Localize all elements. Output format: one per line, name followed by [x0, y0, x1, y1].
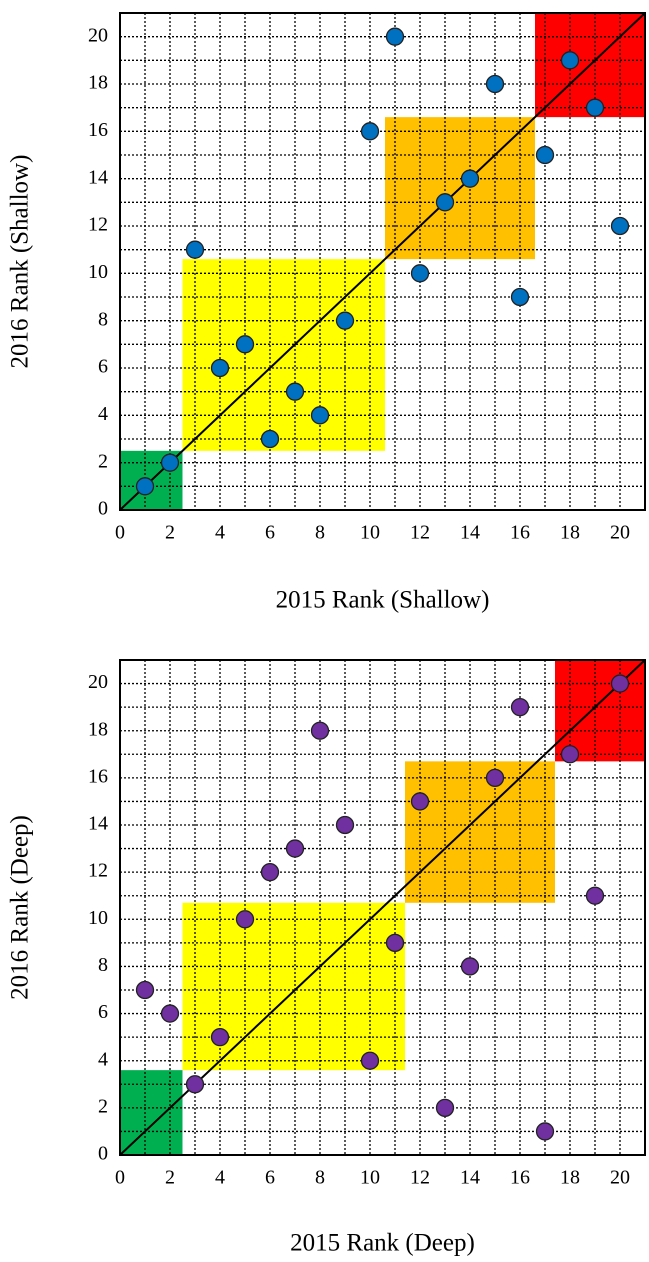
- x-tick-label: 14: [460, 1167, 480, 1189]
- y-tick-label: 0: [98, 498, 108, 520]
- x-tick-label: 12: [410, 522, 430, 544]
- point: [210, 1027, 230, 1047]
- x-tick-label: 4: [215, 522, 225, 544]
- point: [410, 792, 430, 811]
- point: [285, 382, 305, 401]
- x-tick-label: 6: [265, 522, 275, 544]
- point: [260, 862, 280, 882]
- y-tick-label: 16: [88, 119, 108, 141]
- x-tick-label: 14: [460, 522, 480, 544]
- point: [585, 886, 605, 905]
- y-tick-label: 0: [98, 1143, 108, 1165]
- point: [135, 477, 155, 496]
- diagonal-line: [119, 12, 646, 511]
- plot-frame: [119, 659, 646, 1156]
- y-tick-label: 6: [98, 356, 108, 378]
- point: [560, 745, 580, 764]
- point: [385, 933, 405, 953]
- point: [410, 264, 430, 283]
- point: [485, 74, 505, 94]
- plot-frame: [119, 12, 646, 511]
- x-tick-label: 12: [410, 1167, 430, 1189]
- x-tick-label: 6: [265, 1167, 275, 1189]
- y-tick-label: 14: [88, 166, 108, 188]
- point: [210, 358, 230, 378]
- x-tick-label: 20: [610, 1167, 630, 1189]
- y-axis-label: 2016 Rank (Shallow): [7, 155, 34, 369]
- x-tick-label: 20: [610, 522, 630, 544]
- region: [120, 1070, 183, 1155]
- point: [535, 145, 555, 165]
- point: [160, 453, 180, 472]
- point: [360, 1051, 380, 1070]
- point: [435, 193, 455, 212]
- x-axis-label: 2015 Rank (Deep): [290, 1230, 475, 1257]
- point: [310, 721, 330, 740]
- x-tick-label: 8: [315, 522, 325, 544]
- y-tick-label: 6: [98, 1001, 108, 1023]
- x-tick-label: 10: [360, 1167, 380, 1189]
- point: [235, 910, 255, 929]
- y-tick-label: 4: [98, 1048, 108, 1070]
- x-tick-label: 4: [215, 1167, 225, 1189]
- point: [135, 980, 155, 1000]
- point: [160, 1004, 180, 1023]
- point: [310, 406, 330, 425]
- chart: 0 2 4 6 8 10 12 14 16 18 20 0 2 4 6 8 10 12 14 16 18 20 2015 R…: [7, 659, 646, 1257]
- point: [435, 1098, 455, 1118]
- y-tick-label: 8: [98, 954, 108, 976]
- x-tick-label: 2: [165, 1167, 175, 1189]
- region: [405, 761, 555, 903]
- y-axis-label: 2016 Rank (Deep): [7, 815, 34, 1000]
- point: [610, 216, 630, 236]
- x-tick-label: 0: [115, 1167, 125, 1189]
- x-tick-label: 10: [360, 522, 380, 544]
- y-tick-label: 8: [98, 308, 108, 330]
- x-tick-label: 8: [315, 1167, 325, 1189]
- point: [185, 240, 205, 259]
- y-tick-label: 4: [98, 403, 108, 425]
- y-tick-label: 2: [98, 450, 108, 472]
- y-tick-label: 12: [88, 860, 108, 882]
- point: [535, 1122, 555, 1141]
- point: [385, 27, 405, 46]
- x-tick-label: 18: [560, 1167, 580, 1189]
- x-tick-label: 16: [510, 522, 530, 544]
- point: [460, 169, 480, 188]
- point: [610, 674, 630, 693]
- diagonal-line: [119, 659, 646, 1156]
- point: [485, 768, 505, 788]
- point: [185, 1075, 205, 1094]
- point: [360, 122, 380, 141]
- y-tick-label: 10: [88, 261, 108, 283]
- y-tick-label: 10: [88, 907, 108, 929]
- y-tick-label: 16: [88, 765, 108, 787]
- point: [510, 697, 530, 717]
- point: [560, 51, 580, 70]
- y-tick-label: 18: [88, 718, 108, 740]
- y-tick-label: 20: [88, 671, 108, 693]
- point: [460, 957, 480, 976]
- x-tick-label: 16: [510, 1167, 530, 1189]
- y-tick-label: 12: [88, 214, 108, 236]
- chart: 0 2 4 6 8 10 12 14 16 18 20 0 2 4 6 8 10 12 14 16 18 20 2015 R…: [7, 12, 646, 614]
- y-tick-label: 20: [88, 24, 108, 46]
- point: [510, 287, 530, 307]
- point: [585, 98, 605, 117]
- x-tick-label: 0: [115, 522, 125, 544]
- y-tick-label: 18: [88, 72, 108, 94]
- y-tick-label: 2: [98, 1095, 108, 1117]
- x-axis-label: 2015 Rank (Shallow): [276, 587, 490, 614]
- point: [260, 429, 280, 449]
- y-tick-label: 14: [88, 813, 108, 835]
- point: [285, 839, 305, 858]
- x-tick-label: 2: [165, 522, 175, 544]
- x-tick-label: 18: [560, 522, 580, 544]
- point: [235, 335, 255, 354]
- point: [335, 311, 355, 330]
- point: [335, 815, 355, 835]
